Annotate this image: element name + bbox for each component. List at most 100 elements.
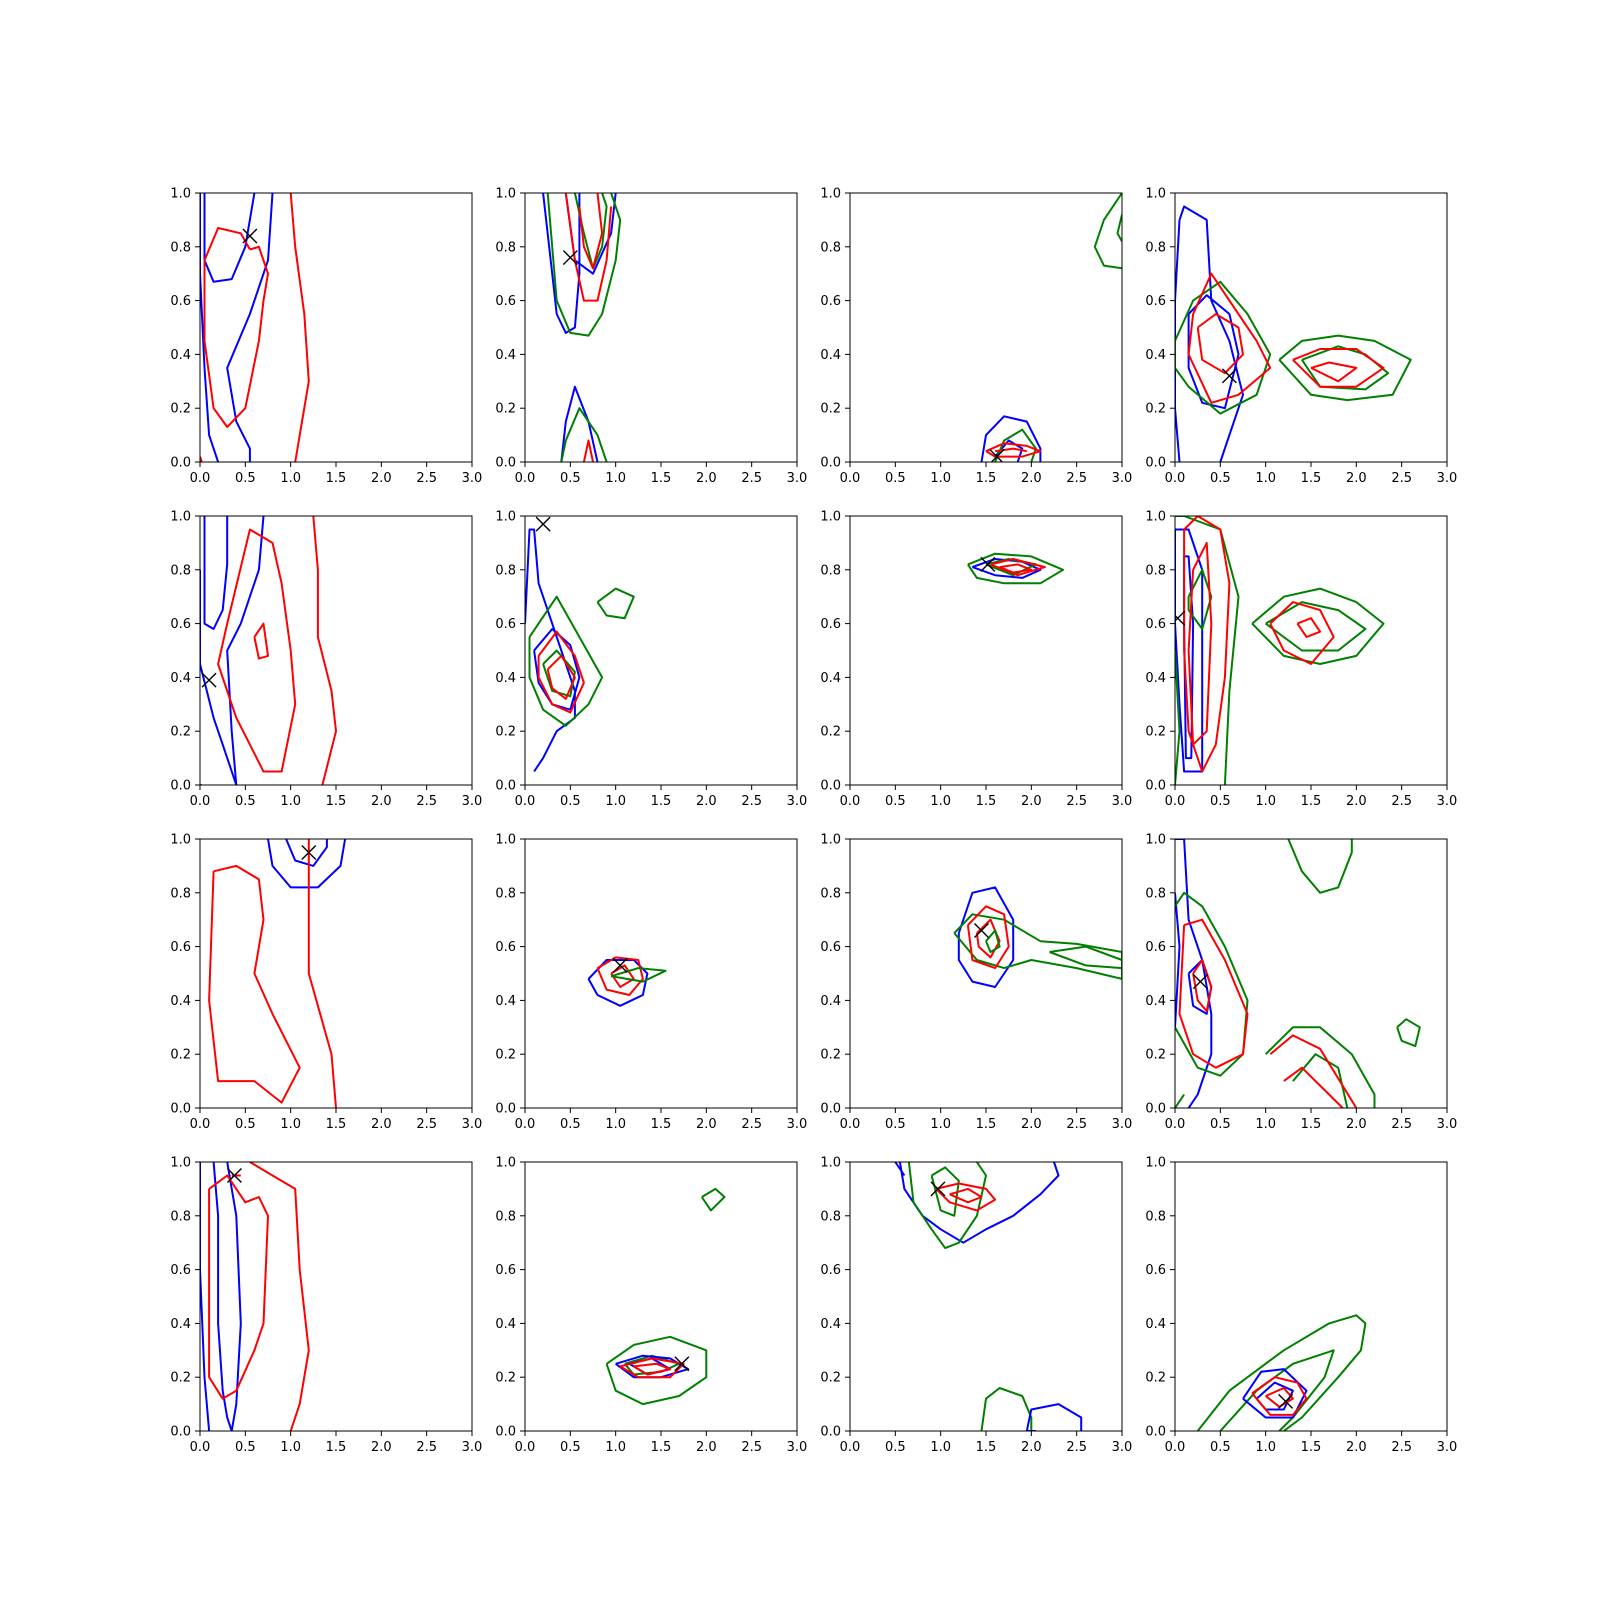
x-tick-label: 1.0 [605,794,626,809]
y-tick-label: 0.2 [495,402,516,417]
subplot-1-1: 0.0 0.5 1.0 1.5 2.0 2.5 3.0 0.0 0.2 0.4 0.6 0.8 1.0 [170,187,482,487]
contour-red [999,563,1033,574]
contour-lines [587,956,667,1007]
contour-green [1175,650,1181,785]
y-tick-label: 0.0 [495,456,516,471]
axes-frame [849,192,1123,463]
x-tick-label: 0.0 [515,794,536,809]
contour-lines [208,839,347,1108]
contour-red [1178,918,1249,1069]
x-tick-label: 2.5 [1391,471,1412,486]
contour-red [935,1182,997,1212]
x-tick-label: 2.0 [1021,794,1042,809]
subplot-4-1: 0.0 0.5 1.0 1.5 2.0 2.5 3.0 0.0 0.2 0.4 0.6 0.8 1.0 [170,1156,482,1456]
y-tick-label: 0.2 [820,1048,841,1063]
contour-lines [953,886,1122,988]
subplot-1-3: 0.0 0.5 1.0 1.5 2.0 2.5 3.0 0.0 0.2 0.4 0.6 0.8 1.0 [820,187,1132,487]
x-tick-label: 1.0 [280,471,301,486]
y-tick-label: 0.4 [495,994,516,1009]
axes-frame [849,838,1123,1109]
contour-red [578,193,604,270]
x-tick-label: 2.0 [696,471,717,486]
contour-blue [200,1162,211,1431]
y-tick-label: 0.2 [495,1048,516,1063]
x-tick-label: 2.0 [1346,471,1367,486]
x-marker [612,957,628,973]
x-tick-label: 1.0 [280,1117,301,1132]
contour-blue [200,569,238,785]
contour-green [528,595,604,727]
contour-blue [1242,1368,1308,1419]
y-tick-label: 1.0 [820,510,841,525]
x-tick-label: 1.0 [280,794,301,809]
y-tick-label: 0.4 [1145,348,1166,363]
x-tick-label: 1.0 [1255,794,1276,809]
x-tick-label: 1.5 [976,794,997,809]
contour-red [1196,313,1244,375]
contour-red [564,193,613,302]
y-tick-label: 0.0 [1145,456,1166,471]
x-marker [1278,1393,1294,1409]
axes-frame [1174,1161,1448,1432]
x-tick-label: 3.0 [787,1117,808,1132]
contour-red [1183,516,1231,773]
contour-green [1093,193,1122,270]
contour-red [1251,1376,1308,1416]
contour-red [949,1187,983,1204]
y-tick-label: 1.0 [1145,510,1166,525]
axes-frame [524,1161,798,1432]
contour-blue [1175,219,1181,462]
y-tick-label: 0.8 [495,1209,516,1224]
x-tick-label: 0.0 [190,1117,211,1132]
x-tick-label: 1.5 [651,1117,672,1132]
x-tick-label: 0.0 [840,1440,861,1455]
y-tick-label: 0.8 [820,1209,841,1224]
x-marker [989,449,1005,462]
contour-blue [226,516,265,785]
x-tick-label: 1.5 [1301,794,1322,809]
contour-green [980,1387,1033,1431]
axes-frame [199,1161,473,1432]
contour-green [596,587,635,620]
x-tick-label: 3.0 [787,1440,808,1455]
x-marker [1175,610,1186,626]
y-tick-label: 0.8 [820,563,841,578]
contour-red [1296,617,1322,638]
x-tick-label: 0.5 [1210,1440,1231,1455]
contour-red [203,227,269,428]
contour-green [560,407,608,462]
y-tick-label: 0.8 [170,1209,191,1224]
y-tick-label: 0.8 [170,886,191,901]
contour-blue [1025,1403,1083,1431]
x-tick-label: 1.0 [930,1117,951,1132]
y-tick-label: 0.8 [170,240,191,255]
y-tick-label: 0.4 [1145,1317,1166,1332]
y-tick-label: 0.0 [170,1102,191,1117]
x-tick-label: 1.0 [930,1440,951,1455]
y-tick-label: 0.8 [170,563,191,578]
contour-lines [605,1187,726,1406]
contour-green [1265,601,1367,652]
y-tick-label: 0.4 [170,671,191,686]
x-tick-label: 3.0 [462,471,483,486]
contour-red [1265,1387,1294,1408]
y-tick-label: 0.4 [495,671,516,686]
y-tick-label: 0.4 [820,671,841,686]
x-tick-label: 3.0 [1437,471,1458,486]
y-tick-label: 1.0 [1145,187,1166,202]
contour-green [1287,839,1353,894]
contour-blue [533,628,581,711]
x-tick-label: 0.5 [885,1117,906,1132]
x-marker [226,1167,242,1183]
x-tick-label: 0.0 [1165,1440,1186,1455]
y-tick-label: 0.0 [1145,779,1166,794]
contour-red [312,516,337,785]
y-tick-label: 0.8 [495,886,516,901]
contour-blue [542,193,581,334]
contour-green [907,1162,987,1250]
x-tick-label: 2.0 [1021,1117,1042,1132]
x-tick-label: 0.0 [190,471,211,486]
contour-red [537,630,585,714]
y-tick-label: 1.0 [820,1156,841,1171]
x-tick-label: 1.5 [1301,1117,1322,1132]
